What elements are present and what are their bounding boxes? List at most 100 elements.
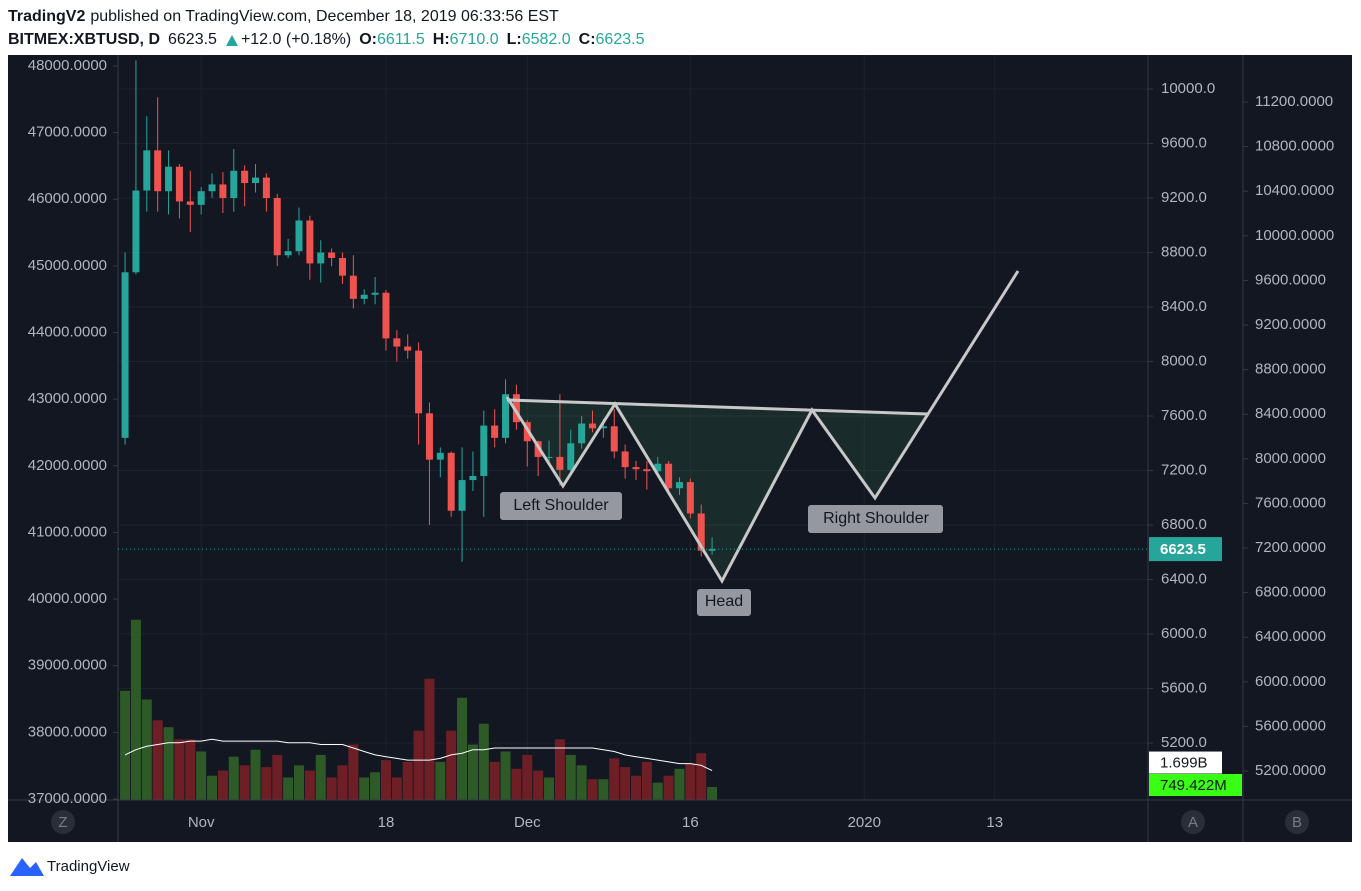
y-tick-label: 7600.0 bbox=[1161, 407, 1207, 424]
annotation: Right Shoulder bbox=[823, 510, 930, 527]
y3-tick-label: 6000.0000 bbox=[1255, 673, 1326, 690]
volume-bar bbox=[565, 754, 576, 800]
candle-body bbox=[143, 150, 151, 191]
l-label: L: bbox=[507, 31, 522, 48]
candle-body bbox=[545, 456, 553, 458]
volume-bar bbox=[674, 768, 685, 800]
candle-body bbox=[252, 177, 260, 184]
candle-body bbox=[675, 482, 683, 489]
candle-body bbox=[360, 294, 368, 299]
candle-body bbox=[502, 394, 510, 438]
symbol: BITMEX:XBTUSD, D bbox=[8, 31, 160, 48]
x-tick-label: 2020 bbox=[848, 814, 881, 831]
y3-tick-label: 7200.0000 bbox=[1255, 539, 1326, 556]
h-label: H: bbox=[433, 31, 450, 48]
y3-tick-label: 10400.0000 bbox=[1255, 182, 1334, 199]
y-tick-label: 6400.0 bbox=[1161, 571, 1207, 588]
candle-body bbox=[241, 170, 249, 184]
candle-body bbox=[328, 252, 336, 258]
volume-bar bbox=[630, 775, 641, 800]
candle-body bbox=[121, 272, 129, 438]
volume-bar bbox=[707, 787, 718, 800]
toolbar-label: Z bbox=[58, 814, 67, 831]
volume-bar bbox=[185, 739, 196, 800]
pattern-fill bbox=[507, 400, 928, 581]
y3-tick-label: 7600.0000 bbox=[1255, 494, 1326, 511]
y-tick-label: 8800.0 bbox=[1161, 243, 1207, 260]
volume-bar bbox=[424, 678, 435, 800]
volume-bar bbox=[141, 699, 152, 800]
candle-body bbox=[654, 463, 662, 472]
candle-body bbox=[132, 190, 140, 273]
candle-body bbox=[284, 251, 292, 256]
x-tick-label: 13 bbox=[986, 814, 1003, 831]
candle-body bbox=[436, 452, 444, 460]
y-tick-label: 6800.0 bbox=[1161, 516, 1207, 533]
o-label: O: bbox=[359, 31, 377, 48]
candle-body bbox=[491, 425, 499, 438]
candle-body bbox=[512, 394, 520, 423]
y3-tick-label: 9200.0000 bbox=[1255, 316, 1326, 333]
candle-body bbox=[632, 467, 640, 470]
annotation-box bbox=[500, 492, 622, 520]
c-value: 6623.5 bbox=[596, 31, 645, 48]
volume-bar bbox=[522, 754, 533, 800]
l-value: 6582.0 bbox=[522, 31, 571, 48]
candle-body bbox=[621, 451, 629, 468]
volume-bar bbox=[152, 720, 163, 800]
volume-bar bbox=[337, 765, 348, 800]
y-tick-label: 7200.0 bbox=[1161, 462, 1207, 479]
y2-tick-label: 41000.0000 bbox=[28, 523, 107, 540]
volume-bar bbox=[196, 751, 207, 800]
y2-tick-label: 39000.0000 bbox=[28, 657, 107, 674]
volume-bar bbox=[272, 754, 283, 800]
y3-tick-label: 8000.0000 bbox=[1255, 450, 1326, 467]
volume-bar bbox=[652, 782, 663, 800]
o-value: 6611.5 bbox=[377, 31, 425, 48]
annotation: Left Shoulder bbox=[513, 497, 609, 514]
x-tick-label: Dec bbox=[514, 814, 541, 831]
last: 6623.5 bbox=[168, 31, 217, 48]
y2-tick-label: 48000.0000 bbox=[28, 57, 107, 74]
candle-body bbox=[686, 482, 694, 514]
volume-bar bbox=[598, 779, 609, 800]
brand: TradingView bbox=[47, 858, 130, 875]
volume-bar bbox=[207, 775, 218, 800]
volume-ma-box bbox=[1149, 751, 1222, 774]
toolbar-button[interactable] bbox=[1285, 810, 1309, 834]
last-price-box bbox=[1149, 537, 1222, 562]
y3-tick-label: 9600.0000 bbox=[1255, 271, 1326, 288]
candles bbox=[121, 60, 716, 562]
candle-body bbox=[599, 426, 607, 429]
y-tick-label: 10000.0 bbox=[1161, 80, 1215, 97]
volume-bar bbox=[261, 767, 272, 800]
y3-tick-label: 8800.0000 bbox=[1255, 361, 1326, 378]
volume-bar bbox=[283, 777, 294, 800]
volume-bar bbox=[228, 756, 239, 800]
candle-body bbox=[219, 184, 227, 199]
last-price-label: 6623.5 bbox=[1160, 541, 1206, 558]
candle-body bbox=[154, 150, 162, 192]
candle-body bbox=[708, 549, 716, 551]
candle-body bbox=[208, 184, 216, 192]
y3-tick-label: 10000.0000 bbox=[1255, 227, 1334, 244]
y-tick-label: 5600.0 bbox=[1161, 680, 1207, 697]
volume-bar bbox=[250, 749, 261, 800]
y2-tick-label: 46000.0000 bbox=[28, 190, 107, 207]
volume-bar bbox=[620, 767, 631, 800]
y3-tick-label: 8400.0000 bbox=[1255, 405, 1326, 422]
y2-tick-label: 45000.0000 bbox=[28, 257, 107, 274]
toolbar-button[interactable] bbox=[51, 810, 75, 834]
candle-body bbox=[295, 220, 303, 252]
toolbar-label: A bbox=[1188, 814, 1198, 831]
volume-bar bbox=[413, 730, 424, 800]
volume-bar bbox=[163, 727, 174, 800]
brand-logo bbox=[10, 858, 44, 876]
toolbar-button[interactable] bbox=[1181, 810, 1205, 834]
neckline bbox=[506, 398, 929, 416]
y3-tick-label: 11200.0000 bbox=[1255, 93, 1333, 110]
candle-body bbox=[349, 275, 357, 299]
candle-body bbox=[165, 166, 173, 192]
axes: Nov 18 Dec 16 2020 13 10000.0 9600.0 9200.0 8800.… bbox=[28, 57, 1335, 831]
